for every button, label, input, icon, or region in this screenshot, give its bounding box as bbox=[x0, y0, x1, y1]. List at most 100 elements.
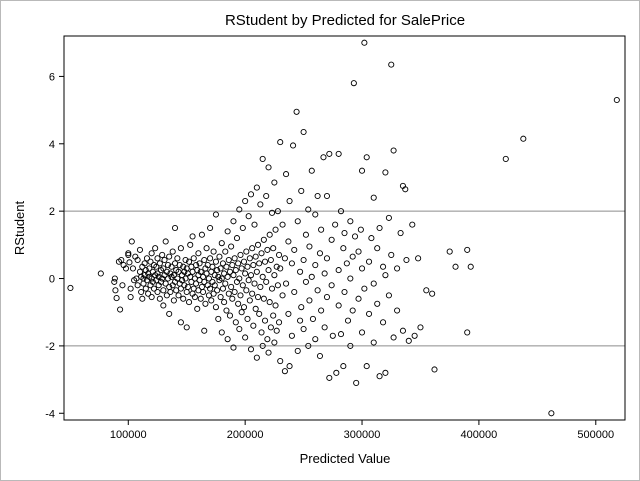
data-point bbox=[169, 248, 176, 255]
data-point bbox=[464, 246, 471, 253]
data-point bbox=[218, 240, 225, 247]
data-point bbox=[222, 280, 229, 287]
data-point bbox=[399, 327, 406, 334]
data-point bbox=[279, 221, 286, 228]
data-point bbox=[320, 154, 327, 161]
data-point bbox=[277, 265, 284, 272]
data-point bbox=[196, 260, 203, 267]
data-point bbox=[222, 248, 229, 255]
data-point bbox=[163, 268, 170, 275]
data-point bbox=[355, 295, 362, 302]
x-axis-label: Predicted Value bbox=[300, 451, 391, 466]
data-point bbox=[159, 251, 166, 258]
data-point bbox=[244, 263, 251, 270]
data-point bbox=[323, 255, 331, 262]
data-point bbox=[183, 324, 190, 331]
data-point bbox=[118, 256, 125, 264]
data-point bbox=[245, 213, 252, 220]
data-point bbox=[187, 241, 194, 248]
data-point bbox=[67, 284, 74, 292]
data-point bbox=[194, 305, 201, 312]
y-tick-label: 0 bbox=[49, 274, 55, 286]
data-point bbox=[256, 310, 263, 317]
data-point bbox=[305, 206, 312, 213]
data-point bbox=[140, 280, 147, 287]
data-point bbox=[402, 186, 409, 193]
data-point bbox=[156, 260, 163, 267]
data-point bbox=[259, 342, 266, 349]
data-point bbox=[288, 332, 295, 339]
data-point bbox=[300, 326, 307, 333]
data-point bbox=[390, 334, 397, 341]
data-point bbox=[347, 218, 354, 225]
data-point bbox=[246, 255, 253, 262]
data-point bbox=[265, 349, 272, 356]
data-point bbox=[403, 256, 410, 264]
data-point bbox=[208, 297, 215, 304]
data-point bbox=[236, 275, 243, 282]
data-point bbox=[261, 258, 269, 265]
data-point bbox=[285, 238, 292, 245]
data-point bbox=[272, 302, 279, 309]
data-point bbox=[250, 262, 257, 269]
data-point bbox=[370, 280, 377, 287]
data-point bbox=[216, 253, 223, 260]
data-point bbox=[358, 329, 366, 336]
data-point bbox=[314, 287, 321, 294]
data-point bbox=[258, 250, 265, 257]
data-point bbox=[221, 270, 228, 277]
data-point bbox=[271, 339, 278, 346]
data-point bbox=[134, 282, 141, 289]
data-point bbox=[239, 282, 246, 289]
data-point bbox=[229, 262, 236, 269]
data-point bbox=[207, 285, 214, 292]
data-point bbox=[218, 275, 225, 282]
data-point bbox=[358, 167, 366, 174]
data-point bbox=[228, 283, 235, 290]
data-point bbox=[146, 265, 153, 272]
data-point bbox=[302, 231, 309, 238]
data-point bbox=[175, 292, 182, 299]
data-point bbox=[191, 294, 198, 301]
data-point bbox=[127, 285, 134, 292]
data-point bbox=[136, 268, 144, 275]
data-point bbox=[178, 277, 186, 284]
y-tick-label: -4 bbox=[45, 408, 55, 420]
data-point bbox=[164, 262, 172, 269]
data-point bbox=[214, 267, 221, 274]
data-point bbox=[323, 294, 331, 301]
data-point bbox=[127, 294, 134, 301]
data-point bbox=[167, 288, 174, 296]
data-point bbox=[257, 283, 264, 290]
data-point bbox=[162, 238, 169, 245]
data-point bbox=[134, 256, 141, 264]
data-point bbox=[365, 258, 373, 265]
data-point bbox=[264, 246, 271, 253]
data-point bbox=[349, 253, 356, 260]
data-point bbox=[273, 327, 280, 334]
x-tick-label: 100000 bbox=[110, 429, 147, 441]
data-point bbox=[363, 154, 370, 161]
data-point bbox=[347, 342, 354, 349]
data-point bbox=[228, 243, 235, 250]
data-point bbox=[171, 224, 179, 232]
data-point bbox=[361, 39, 368, 46]
data-point bbox=[218, 329, 225, 336]
data-point bbox=[350, 80, 357, 87]
data-point bbox=[260, 295, 267, 302]
data-point bbox=[277, 358, 284, 365]
data-point bbox=[122, 265, 129, 272]
data-point bbox=[161, 256, 168, 264]
data-point bbox=[138, 288, 145, 296]
data-point bbox=[147, 258, 154, 265]
data-point bbox=[382, 169, 389, 176]
data-point bbox=[302, 278, 309, 285]
x-tick-label: 300000 bbox=[344, 429, 381, 441]
data-point bbox=[323, 192, 331, 200]
chart-title: RStudent by Predicted for SalePrice bbox=[225, 12, 465, 29]
data-point bbox=[337, 208, 345, 215]
data-point bbox=[374, 300, 381, 307]
data-point bbox=[335, 267, 342, 274]
data-point bbox=[223, 263, 230, 270]
data-point bbox=[117, 306, 124, 313]
